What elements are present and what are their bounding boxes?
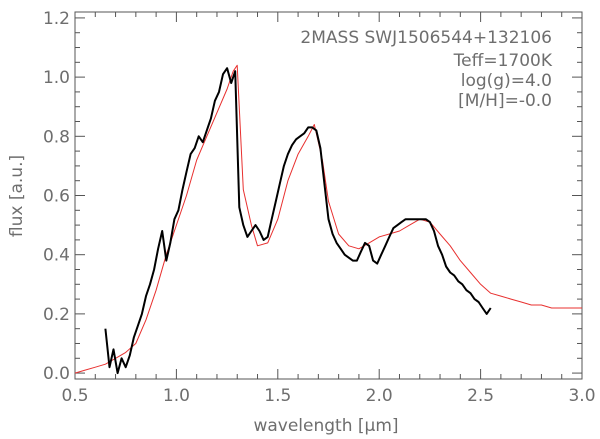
x-tick-label: 2.5 — [467, 386, 494, 406]
y-tick-label: 0.4 — [43, 246, 70, 266]
series-layer — [74, 64, 582, 375]
ticks: 0.5 1.0 1.5 2.0 2.5 3.0 0.0 0.2 0.4 0.6 0.8 1.0 1.2 — [43, 9, 596, 406]
observed-spectrum-line — [104, 67, 492, 375]
y-tick-label: 1.2 — [43, 9, 70, 29]
x-tick-label: 3.0 — [568, 386, 595, 406]
annotation-metallicity: [M/H]=-0.0 — [458, 91, 552, 111]
x-axis-label: wavelength [µm] — [253, 416, 398, 436]
x-tick-label: 2.0 — [366, 386, 393, 406]
x-tick-label: 0.5 — [61, 386, 88, 406]
annotation-logg: log(g)=4.0 — [461, 71, 552, 91]
y-tick-label: 0.6 — [43, 187, 70, 207]
y-tick-label: 1.0 — [43, 68, 70, 88]
y-axis-label: flux [a.u.] — [7, 155, 27, 237]
annotation-object: 2MASS SWJ1506544+132106 — [300, 28, 552, 48]
annotation-teff: Teff=1700K — [453, 51, 553, 71]
y-tick-label: 0.0 — [43, 364, 70, 384]
y-tick-label: 0.8 — [43, 127, 70, 147]
y-tick-label: 0.2 — [43, 305, 70, 325]
x-tick-label: 1.0 — [163, 386, 190, 406]
x-tick-label: 1.5 — [264, 386, 291, 406]
